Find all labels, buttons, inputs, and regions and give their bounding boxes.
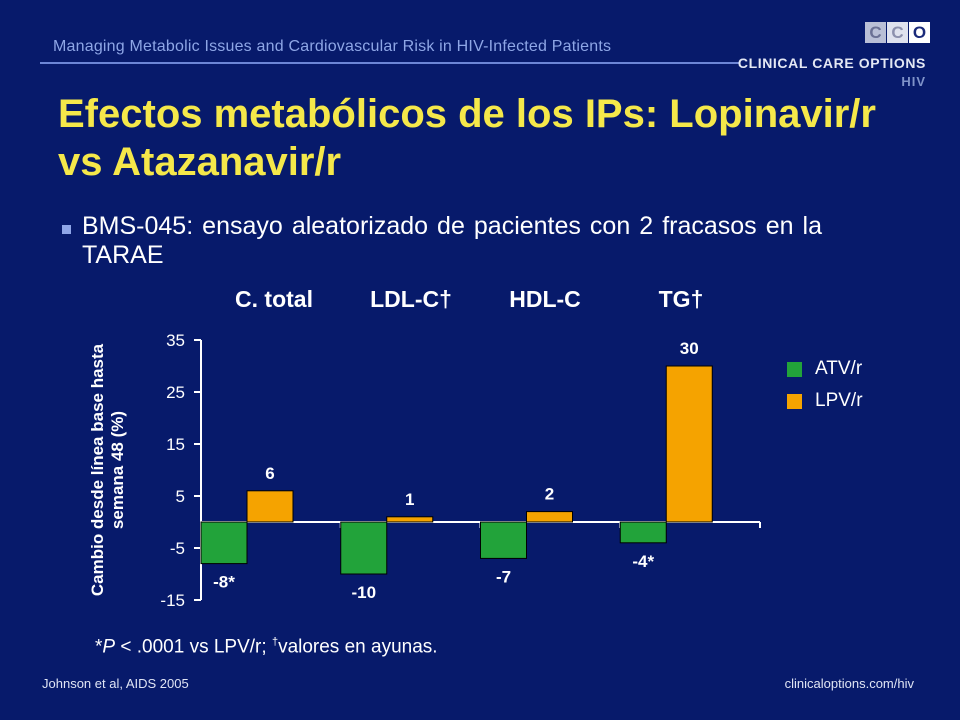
y-tick-label-0: 35 [166,331,185,350]
logo-letter-c2: C [887,22,908,43]
data-label-atvr-0: -8* [213,573,235,592]
logo-name: CLINICAL CARE OPTIONS [737,55,926,71]
bullet-marker [62,225,71,234]
y-tick-label-3: 5 [176,487,185,506]
legend-item-lpv: LPV/r [787,390,863,412]
legend-label-lpv: LPV/r [815,390,863,411]
bar-atvr-0 [200,521,248,565]
y-tick-label-5: -15 [160,591,185,610]
bar-atvr-2 [480,521,527,559]
footnote-dagger: † [271,636,279,648]
legend-item-atv: ATV/r [787,358,863,380]
footnote-star: * [95,636,103,658]
bar-lpvr-2 [526,511,573,523]
citation-reference: Johnson et al, AIDS 2005 [42,676,189,691]
cco-logo: C C O [864,22,930,43]
data-label-lpvr-1: 1 [405,490,414,509]
citation-url: clinicaloptions.com/hiv [784,676,914,691]
bar-lpvr-0 [246,490,294,523]
data-label-atvr-1: -10 [351,583,376,602]
footnote-text: < .0001 vs LPV/r; [115,636,272,658]
legend: ATV/r LPV/r [787,358,863,422]
slide-header-text: Managing Metabolic Issues and Cardiovasc… [53,38,612,55]
category-heading-2: LDL-C† [370,286,452,312]
footnote-p: P [102,636,116,658]
legend-label-atv: ATV/r [815,358,863,379]
footnote: *P < .0001 vs LPV/r; †valores en ayunas. [95,636,438,658]
slide-title: Efectos metabólicos de los IPs: Lopinavi… [58,92,876,184]
data-label-lpvr-2: 2 [545,485,554,504]
legend-swatch-atv [787,361,802,377]
bar-atvr-1 [340,521,388,575]
category-heading-4: TG† [658,286,704,312]
header-rule [40,62,740,64]
y-tick-label-1: 25 [166,383,185,402]
logo-subtitle: HIV [901,74,926,89]
bar-lpvr-1 [386,516,434,523]
data-label-atvr-2: -7 [496,567,511,586]
data-label-lpvr-3: 30 [680,339,699,358]
bar-lpvr-3 [665,365,713,523]
data-label-atvr-3: -4* [632,552,654,571]
bar-atvr-3 [619,521,667,544]
footnote-text2: valores en ayunas. [278,636,438,658]
category-heading-1: C. total [235,286,313,312]
logo-letter-o: O [909,22,930,43]
legend-swatch-lpv [787,393,802,409]
y-tick-label-4: -5 [170,539,185,558]
logo-letter-c1: C [865,22,886,43]
bullet-text: BMS-045: ensayo aleatorizado de paciente… [82,212,822,269]
y-tick-label-2: 15 [166,435,185,454]
data-label-lpvr-0: 6 [265,464,274,483]
category-heading-3: HDL-C [509,286,581,312]
